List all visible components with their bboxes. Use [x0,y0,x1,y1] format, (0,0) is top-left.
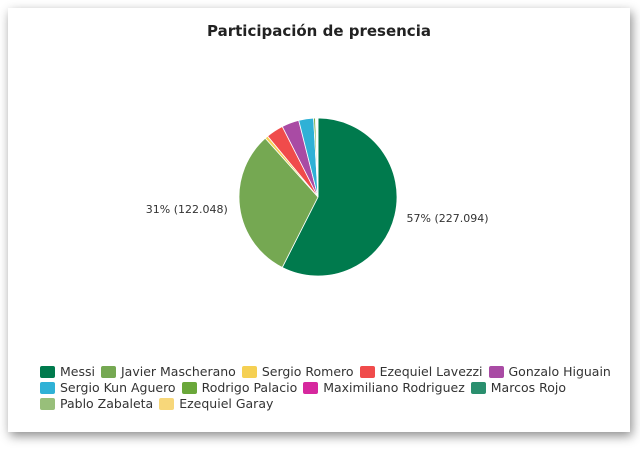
legend-label: Sergio Romero [261,364,354,379]
legend-swatch [470,381,486,394]
legend-swatch [159,397,175,410]
legend-swatch [40,397,55,410]
legend-label: Marcos Rojo [490,380,566,395]
legend-label: Ezequiel Lavezzi [379,364,483,379]
legend-swatch [241,365,257,378]
legend-item-messi[interactable]: Messi [40,364,95,379]
legend-item-ezequiel-lavezzi[interactable]: Ezequiel Lavezzi [359,364,483,379]
legend-swatch [40,381,55,394]
legend-label: Maximiliano Rodriguez [323,380,465,395]
legend-swatch [100,365,116,378]
legend-label: Rodrigo Palacio [201,380,298,395]
legend-item-sergio-romero[interactable]: Sergio Romero [241,364,354,379]
chart-card: Participación de presencia 57% (227.094)… [8,8,630,432]
legend-item-maximiliano-rodriguez[interactable]: Maximiliano Rodriguez [303,380,465,395]
pie-slice-messi[interactable] [281,117,398,277]
data-label-messi: 57% (227.094) [407,212,489,225]
pie-slice-javier-mascherano[interactable] [238,137,319,268]
pie-slice-ezequiel-garay[interactable] [316,117,319,198]
legend-swatch [40,365,55,378]
legend-label: Messi [60,364,95,379]
legend-item-rodrigo-palacio[interactable]: Rodrigo Palacio [181,380,298,395]
legend-item-pablo-zabaleta[interactable]: Pablo Zabaleta [40,396,153,411]
legend-item-gonzalo-higuain[interactable]: Gonzalo Higuain [488,364,611,379]
legend-label: Ezequiel Garay [179,396,274,411]
legend-swatch [303,381,319,394]
data-label-javier-mascherano: 31% (122.048) [146,203,228,216]
legend-swatch [181,381,197,394]
chart-legend: Messi Javier Mascherano Sergio Romero Ezequ… [40,364,630,411]
pie-chart: 57% (227.094) 31% (122.048) [146,117,489,277]
legend-label: Pablo Zabaleta [60,396,154,411]
legend-label: Sergio Kun Aguero [60,380,176,395]
legend-item-sergio-kun-aguero[interactable]: Sergio Kun Aguero [40,380,176,395]
legend-label: Javier Mascherano [120,364,236,379]
legend-item-marcos-rojo[interactable]: Marcos Rojo [470,380,566,395]
legend-swatch [359,365,375,378]
legend-swatch [488,365,504,378]
legend-item-ezequiel-garay[interactable]: Ezequiel Garay [159,396,273,411]
legend-label: Gonzalo Higuain [508,364,611,379]
legend-item-javier-mascherano[interactable]: Javier Mascherano [100,364,236,379]
chart-title: Participación de presencia [207,22,431,40]
